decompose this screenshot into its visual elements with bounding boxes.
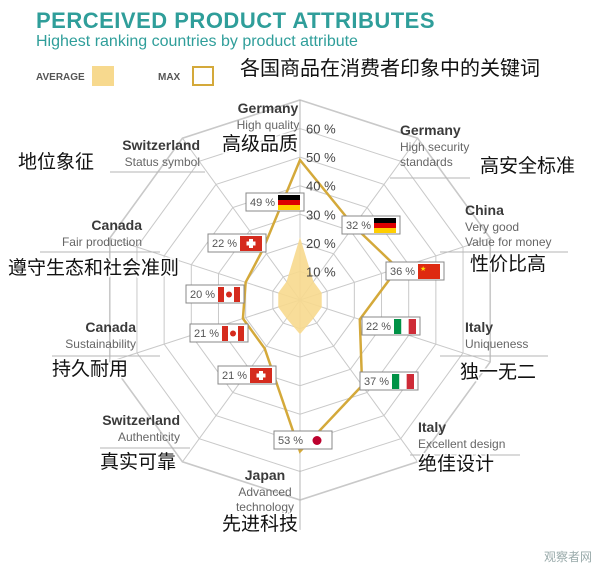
max-line [241,157,400,454]
flag-part [238,326,244,341]
flag-part [246,241,256,246]
flag-part [226,291,232,298]
axis-country-label: Germany [238,100,299,116]
chinese-attribute-overlay: 遵守生态和社会准则 [8,257,179,279]
value-label: 37 % [364,376,389,388]
axis-country-label: Japan [245,467,285,483]
grid-spoke [182,137,301,301]
axis-country-label: Switzerland [122,137,200,153]
value-badge: 22 % [207,233,267,253]
legend-average-label: AVERAGE [36,72,85,83]
value-badge: 36 % ★ [385,261,445,281]
flag-part [374,223,396,228]
value-label: 36 % [390,266,415,278]
flag-part [278,200,300,205]
axis-attribute-label: Authenticity [118,430,180,444]
flag-part [218,287,224,302]
value-badge: 20 % [185,284,245,304]
grid-spoke [109,237,301,301]
chinese-attribute-overlay: 性价比高 [470,253,546,275]
average-area [278,237,322,335]
flag-part [374,228,396,233]
flag-part [394,319,402,334]
value-label: 53 % [278,435,303,447]
value-badge: 32 % [341,215,401,235]
chinese-attribute-overlay: 独一无二 [460,361,536,383]
chinese-attribute-overlay: 持久耐用 [52,358,128,380]
flag-part [278,205,300,210]
axis-attribute-label: Uniqueness [465,337,528,351]
value-badge: 22 % [361,316,421,336]
axis-attribute-label: standards [400,155,453,169]
grid-spoke [299,299,418,463]
flag-part: ★ [420,265,426,273]
axis-attribute-label: Excellent design [418,437,505,451]
chinese-attribute-overlay: 先进科技 [222,513,298,535]
value-label: 22 % [366,321,391,333]
axis-attribute-label: High security [400,140,469,154]
tick-label: 40 % [306,179,336,194]
axis-attribute-label: Sustainability [65,337,136,351]
flag-part [234,287,240,302]
value-label: 22 % [212,238,237,250]
axis-country-label: Germany [400,122,461,138]
axis-attribute-label: High quality [237,118,300,132]
axis-attribute-label: Fair production [62,235,142,249]
axis-country-label: Switzerland [102,412,180,428]
chinese-attribute-overlay: 地位象征 [18,151,94,173]
page-title: PERCEIVED PRODUCT ATTRIBUTES [36,8,436,33]
chinese-title-overlay: 各国商品在消费者印象中的关键词 [240,56,540,80]
flag-part [418,264,440,279]
axis-country-label: Canada [85,319,136,335]
flag-part [401,319,409,334]
value-badge: 21 % [217,365,277,385]
axis-attribute-label: Status symbol [125,155,200,169]
watermark: 观察者网 [543,550,592,564]
value-badge: 37 % [359,371,419,391]
axis-country-label: Italy [465,319,493,335]
chinese-attribute-overlay: 高级品质 [222,133,298,155]
flag-part [392,374,400,389]
legend-max-label: MAX [158,72,181,83]
axis-country-label: Italy [418,419,446,435]
legend-max-swatch [192,66,214,86]
tick-label: 50 % [306,150,336,165]
axis-country-label: Canada [91,217,142,233]
chinese-attribute-overlay: 高安全标准 [480,155,575,177]
value-badge: 49 % [245,192,305,212]
value-badge: 21 % [189,323,249,343]
axis-attribute-label: Very good [465,220,519,234]
flag-part [374,218,396,223]
tick-label: 10 % [306,264,336,279]
flag-part [278,195,300,200]
chinese-attribute-overlay: 绝佳设计 [418,453,494,475]
flag-part [256,373,266,378]
page-subtitle: Highest ranking countries by product att… [36,33,358,50]
axis-attribute-label: Advanced [238,485,291,499]
chinese-attribute-overlay: 真实可靠 [100,451,176,473]
flag-part [399,374,407,389]
value-label: 20 % [190,289,215,301]
value-label: 49 % [250,197,275,209]
flag-part [408,319,416,334]
flag-part [222,326,228,341]
tick-label: 60 % [306,122,336,137]
tick-label: 20 % [306,236,336,251]
value-label: 21 % [222,370,247,382]
value-badge: 53 % [273,430,333,450]
axis-attribute-label: Value for money [465,235,552,249]
axis-country-label: China [465,202,504,218]
flag-part [312,436,322,445]
value-label: 32 % [346,220,371,232]
value-label: 21 % [194,328,219,340]
flag-part [406,374,414,389]
legend-average-swatch [92,66,114,86]
flag-part [230,330,236,337]
axis-attribute-label: technology [236,500,294,514]
tick-label: 30 % [306,207,336,222]
